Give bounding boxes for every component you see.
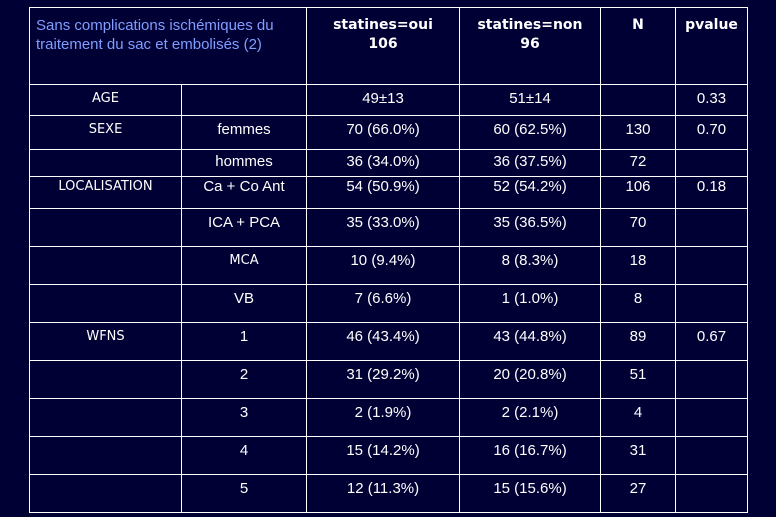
table-row: LOCALISATION Ca + Co Ant 54 (50.9%) 52 (… (29, 176, 748, 209)
col-header-statines-oui-label: statines=oui (333, 17, 433, 33)
row-label: LOCALISATION (29, 176, 182, 209)
row-label (29, 208, 182, 247)
row-sublabel: 4 (181, 436, 307, 475)
row-label (29, 360, 182, 399)
table-row: 5 12 (11.3%) 15 (15.6%) 27 (29, 474, 748, 513)
row-sublabel: 5 (181, 474, 307, 513)
row-sublabel: 2 (181, 360, 307, 399)
row-label (29, 474, 182, 513)
results-table: Sans complications ischémiques du traite… (29, 7, 748, 513)
cell-pvalue: 0.70 (675, 115, 748, 150)
cell-pvalue (675, 208, 748, 247)
col-header-statines-non-count: 96 (520, 36, 540, 52)
table-row: WFNS 1 46 (43.4%) 43 (44.8%) 89 0.67 (29, 322, 748, 361)
col-header-statines-oui: statines=oui 106 (306, 7, 460, 85)
cell-statines-non: 2 (2.1%) (459, 398, 601, 437)
cell-statines-non: 1 (1.0%) (459, 284, 601, 323)
cell-statines-non: 20 (20.8%) (459, 360, 601, 399)
table-row: 2 31 (29.2%) 20 (20.8%) 51 (29, 360, 748, 399)
cell-statines-oui: 12 (11.3%) (306, 474, 460, 513)
table-title: Sans complications ischémiques du traite… (29, 7, 307, 85)
row-label: SEXE (29, 115, 182, 150)
cell-pvalue (675, 284, 748, 323)
cell-statines-oui: 49±13 (306, 84, 460, 116)
row-sublabel: ICA + PCA (181, 208, 307, 247)
cell-statines-oui: 2 (1.9%) (306, 398, 460, 437)
cell-pvalue (675, 246, 748, 285)
header-row: Sans complications ischémiques du traite… (29, 7, 748, 85)
cell-n: 130 (600, 115, 676, 150)
col-header-n: N (600, 7, 676, 85)
cell-statines-oui: 36 (34.0%) (306, 149, 460, 177)
cell-pvalue: 0.67 (675, 322, 748, 361)
row-label (29, 246, 182, 285)
row-label (29, 149, 182, 177)
cell-n: 89 (600, 322, 676, 361)
cell-statines-oui: 70 (66.0%) (306, 115, 460, 150)
table-row: hommes 36 (34.0%) 36 (37.5%) 72 (29, 149, 748, 177)
cell-pvalue (675, 436, 748, 475)
cell-n: 8 (600, 284, 676, 323)
cell-pvalue (675, 474, 748, 513)
row-sublabel: MCA (181, 246, 307, 285)
row-sublabel: Ca + Co Ant (181, 176, 307, 209)
cell-statines-non: 36 (37.5%) (459, 149, 601, 177)
cell-statines-non: 52 (54.2%) (459, 176, 601, 209)
cell-statines-oui: 10 (9.4%) (306, 246, 460, 285)
cell-statines-non: 51±14 (459, 84, 601, 116)
row-sublabel: hommes (181, 149, 307, 177)
cell-pvalue (675, 398, 748, 437)
col-header-statines-oui-count: 106 (368, 36, 398, 52)
cell-statines-oui: 54 (50.9%) (306, 176, 460, 209)
cell-statines-non: 15 (15.6%) (459, 474, 601, 513)
table-row: 3 2 (1.9%) 2 (2.1%) 4 (29, 398, 748, 437)
row-sublabel: 1 (181, 322, 307, 361)
cell-statines-non: 60 (62.5%) (459, 115, 601, 150)
cell-n: 31 (600, 436, 676, 475)
cell-n: 51 (600, 360, 676, 399)
cell-statines-oui: 31 (29.2%) (306, 360, 460, 399)
cell-pvalue (675, 360, 748, 399)
cell-pvalue: 0.18 (675, 176, 748, 209)
table-row: 4 15 (14.2%) 16 (16.7%) 31 (29, 436, 748, 475)
cell-statines-oui: 7 (6.6%) (306, 284, 460, 323)
table-row: SEXE femmes 70 (66.0%) 60 (62.5%) 130 0.… (29, 115, 748, 150)
row-label (29, 436, 182, 475)
cell-n: 70 (600, 208, 676, 247)
table-row: MCA 10 (9.4%) 8 (8.3%) 18 (29, 246, 748, 285)
row-label: WFNS (29, 322, 182, 361)
cell-n: 106 (600, 176, 676, 209)
cell-statines-non: 43 (44.8%) (459, 322, 601, 361)
row-sublabel: femmes (181, 115, 307, 150)
cell-statines-non: 35 (36.5%) (459, 208, 601, 247)
cell-n: 18 (600, 246, 676, 285)
cell-n (600, 84, 676, 116)
cell-n: 27 (600, 474, 676, 513)
table-row: ICA + PCA 35 (33.0%) 35 (36.5%) 70 (29, 208, 748, 247)
cell-statines-oui: 15 (14.2%) (306, 436, 460, 475)
cell-statines-oui: 35 (33.0%) (306, 208, 460, 247)
row-sublabel: 3 (181, 398, 307, 437)
col-header-pvalue: pvalue (675, 7, 748, 85)
col-header-statines-non: statines=non 96 (459, 7, 601, 85)
table-row: AGE 49±13 51±14 0.33 (29, 84, 748, 116)
row-label (29, 398, 182, 437)
row-label (29, 284, 182, 323)
row-sublabel (181, 84, 307, 116)
cell-statines-oui: 46 (43.4%) (306, 322, 460, 361)
cell-pvalue: 0.33 (675, 84, 748, 116)
row-sublabel: VB (181, 284, 307, 323)
row-label: AGE (29, 84, 182, 116)
table-row: VB 7 (6.6%) 1 (1.0%) 8 (29, 284, 748, 323)
cell-n: 4 (600, 398, 676, 437)
cell-statines-non: 8 (8.3%) (459, 246, 601, 285)
cell-statines-non: 16 (16.7%) (459, 436, 601, 475)
cell-n: 72 (600, 149, 676, 177)
cell-pvalue (675, 149, 748, 177)
col-header-statines-non-label: statines=non (477, 17, 583, 33)
